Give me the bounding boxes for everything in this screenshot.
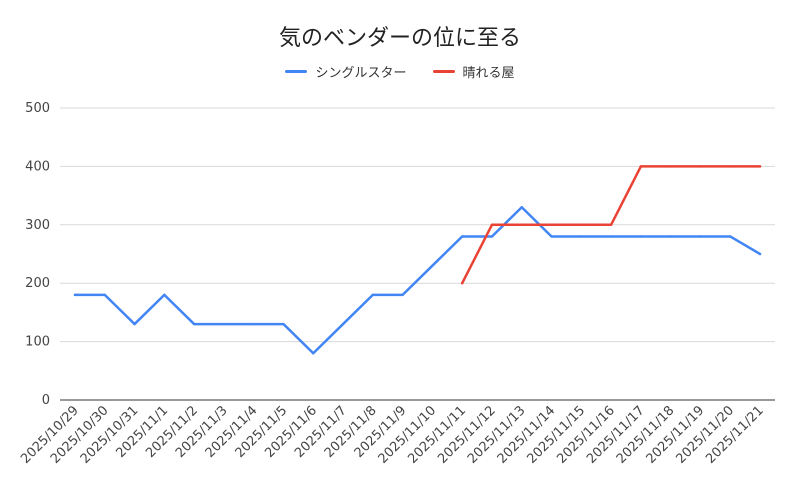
data-point-series-1-20: [639, 235, 643, 238]
y-tick-label-400: 400: [25, 159, 50, 174]
y-tick-label-500: 500: [25, 101, 50, 116]
data-point-series-1-19: [609, 235, 613, 238]
data-point-series-2-24: [758, 165, 762, 168]
data-point-series-2-20: [639, 165, 643, 168]
y-tick-label-200: 200: [25, 276, 50, 291]
data-point-series-1-7: [252, 322, 255, 326]
chart-title: 気のベンダーの位に至る: [278, 26, 521, 51]
legend-item-series-1[interactable]: シングルスター: [285, 62, 407, 81]
legend-label-series-2: 晴れる屋: [462, 66, 515, 81]
data-point-series-1-9: [312, 352, 315, 355]
legend-swatch-series-2: [432, 70, 455, 73]
data-point-series-2-15: [490, 223, 494, 226]
data-point-series-2-23: [729, 165, 732, 168]
data-point-series-1-2: [103, 293, 106, 297]
data-point-series-2-16: [520, 223, 523, 226]
data-point-series-2-21: [669, 165, 672, 168]
y-tick-label-300: 300: [25, 218, 50, 233]
data-point-series-1-21: [669, 235, 672, 238]
data-point-series-1-23: [729, 235, 732, 238]
legend-item-series-2[interactable]: 晴れる屋: [432, 62, 515, 81]
data-point-series-1-8: [282, 322, 285, 326]
data-point-series-1-14: [460, 235, 464, 238]
legend: シングルスター 晴れる屋: [0, 62, 800, 81]
data-point-series-1-11: [371, 293, 375, 297]
data-point-series-1-15: [490, 235, 494, 238]
data-point-series-1-24: [758, 252, 762, 256]
data-point-series-2-14: [460, 282, 464, 285]
data-point-series-2-19: [609, 223, 613, 226]
data-point-series-1-5: [192, 322, 196, 326]
legend-label-series-1: シングルスター: [315, 66, 407, 81]
data-point-series-1-4: [163, 293, 166, 297]
data-point-series-2-18: [580, 223, 583, 226]
legend-swatch-series-1: [285, 70, 308, 73]
y-tick-label-0: 0: [42, 393, 50, 408]
data-point-series-1-10: [341, 322, 345, 326]
data-point-series-2-17: [550, 223, 553, 226]
data-point-series-1-16: [520, 206, 523, 209]
data-point-series-1-22: [699, 235, 702, 238]
data-point-series-1-6: [222, 322, 226, 326]
data-point-series-1-12: [401, 293, 404, 297]
data-point-series-1-18: [580, 235, 583, 238]
data-point-series-1-13: [431, 264, 434, 267]
series-line-1: [73, 206, 762, 355]
y-tick-label-100: 100: [25, 335, 50, 350]
data-point-series-2-22: [699, 165, 702, 168]
data-point-series-1-1: [73, 293, 77, 297]
data-point-series-1-17: [550, 235, 553, 238]
data-point-series-1-3: [133, 322, 136, 326]
